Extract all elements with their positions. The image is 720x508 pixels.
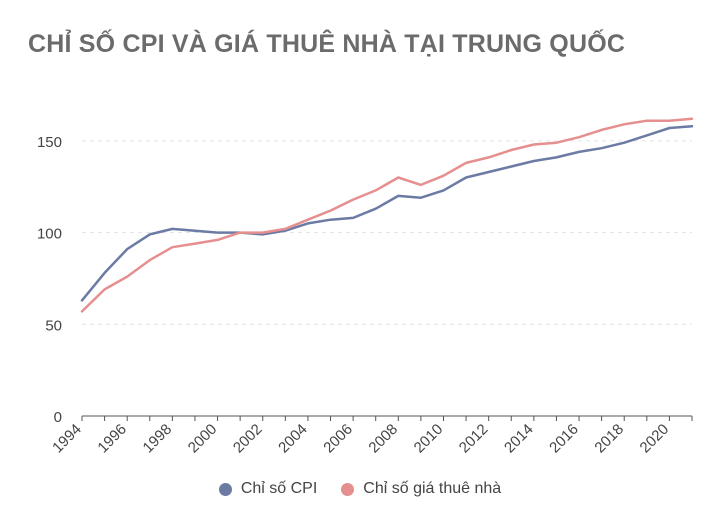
legend-label-cpi: Chỉ số CPI — [240, 480, 318, 497]
series-lines — [80, 117, 694, 313]
x-tick-label: 1996 — [94, 421, 130, 457]
y-axis-ticks: 0 50 100 150 — [37, 134, 62, 426]
legend-swatch-rent — [341, 482, 355, 496]
legend-item-rent[interactable]: Chỉ số giá thuê nhà — [341, 480, 501, 498]
x-tick-label: 2020 — [637, 421, 673, 457]
grid-lines — [82, 140, 692, 325]
x-tick-label: 2010 — [411, 421, 447, 457]
x-tick-label: 2004 — [275, 421, 311, 457]
x-axis: 1994 1996 1998 2000 2002 2004 2006 2008 2010 2012… — [49, 415, 693, 457]
x-tick-label: 1998 — [140, 421, 176, 457]
x-tick-label: 2012 — [456, 421, 492, 457]
series-line-1[interactable] — [80, 117, 694, 313]
x-tick-label: 2016 — [546, 421, 582, 457]
y-tick-label: 150 — [37, 134, 62, 151]
x-tick-label: 2000 — [185, 421, 221, 457]
y-tick-label: 0 — [54, 409, 62, 426]
x-tick-label: 2006 — [320, 421, 356, 457]
chart-title: CHỈ SỐ CPI VÀ GIÁ THUÊ NHÀ TẠI TRUNG QUỐ… — [28, 30, 626, 58]
legend-swatch-cpi — [218, 482, 232, 496]
x-tick-label: 2014 — [501, 421, 537, 457]
x-tick-label: 2018 — [591, 421, 627, 457]
series-line-0[interactable] — [80, 124, 694, 302]
line-chart: 0 50 100 150 1994 1996 1998 2000 2002 2004 2006 20… — [37, 117, 694, 457]
x-tick-label: 2002 — [230, 421, 266, 457]
y-tick-label: 50 — [45, 317, 62, 334]
legend: Chỉ số CPI Chỉ số giá thuê nhà — [0, 480, 720, 498]
legend-item-cpi[interactable]: Chỉ số CPI — [218, 480, 318, 498]
legend-label-rent: Chỉ số giá thuê nhà — [363, 480, 502, 497]
x-tick-label: 1994 — [49, 421, 85, 457]
x-tick-label: 2008 — [366, 421, 402, 457]
y-tick-label: 100 — [37, 226, 62, 243]
